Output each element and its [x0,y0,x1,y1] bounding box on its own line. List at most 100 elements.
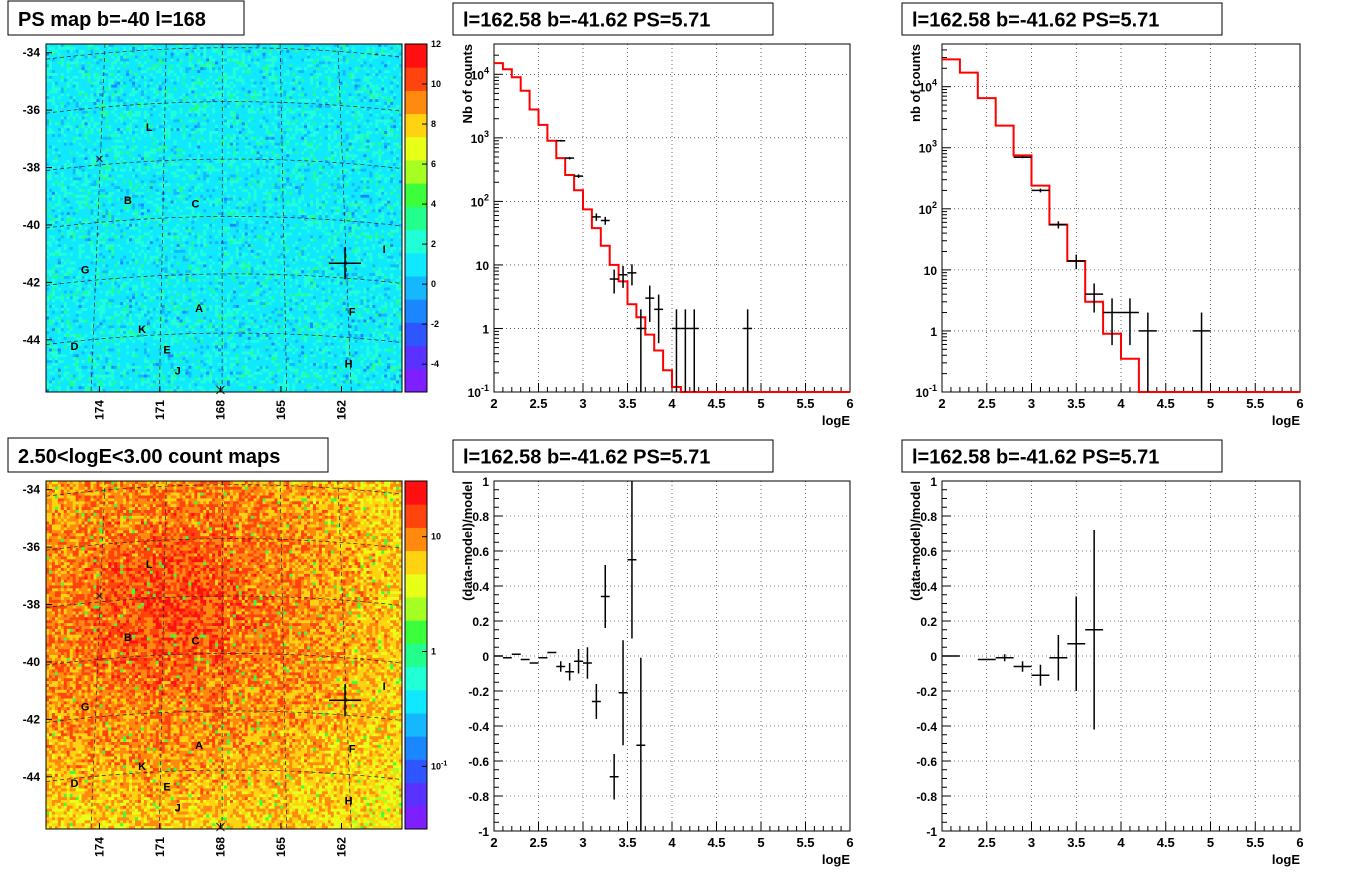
map-cell [114,302,118,306]
map-cell [84,186,88,190]
map-cell [143,328,148,332]
map-cell [105,345,109,349]
map-cell [96,61,100,65]
map-cell [87,342,91,346]
map-cell [146,162,151,167]
map-cell [63,255,68,259]
map-cell [164,183,169,187]
map-cell [96,122,100,126]
map-cell [111,313,115,317]
map-cell [105,258,109,262]
map-cell [72,276,77,280]
map-cell [129,81,133,85]
map-cell [69,136,74,141]
map-cell [114,186,118,190]
map-cell [48,67,53,71]
map-cell [155,46,160,51]
map-cell [140,61,145,65]
map-cell [57,183,62,187]
map-cell [66,220,71,225]
map-cell [108,93,112,97]
map-cell [69,273,74,277]
map-cell [120,131,124,135]
map-cell [60,44,65,48]
map-cell [99,247,103,251]
map-cell [66,160,71,164]
map-cell [132,238,136,242]
map-cell [108,154,112,158]
map-cell [129,119,133,123]
map-cell [75,64,80,68]
map-cell [117,70,121,74]
map-cell [123,232,127,236]
map-cell [149,133,154,138]
map-cell [129,316,133,320]
map-cell [155,148,160,152]
map-cell [123,116,127,120]
map-cell [158,186,163,190]
map-cell [51,52,56,56]
map-cell [161,70,166,74]
map-cell [99,223,103,228]
map-cell [143,191,148,196]
map-cell [108,267,112,271]
map-cell [158,377,163,381]
map-cell [93,78,97,83]
map-cell [123,183,127,187]
map-cell [167,102,171,106]
map-cell [69,360,74,364]
map-cell [46,122,50,126]
map-cell [69,368,74,373]
map-cell [152,157,157,161]
map-cell [117,119,121,123]
map-cell [90,363,94,367]
map-cell [96,365,100,370]
map-cell [78,189,82,193]
map-cell [72,93,77,97]
map-cell [140,87,145,91]
map-cell [66,386,71,390]
map-cell [46,302,50,306]
map-cell [102,307,106,312]
map-cell [57,139,62,143]
map-cell [99,389,103,393]
map-cell [46,52,50,56]
map-cell [158,209,163,213]
map-cell [84,49,88,54]
map-cell [102,284,106,288]
map-cell [63,191,68,196]
map-cell [114,383,118,387]
map-cell [161,296,166,300]
map-cell [137,87,142,91]
map-cell [87,116,91,120]
map-cell [81,206,85,210]
map-cell [158,249,163,254]
map-cell [69,64,74,68]
map-cell [152,189,157,193]
map-cell [149,174,154,178]
map-cell [146,232,151,236]
map-cell [69,287,74,291]
map-cell [81,389,85,393]
map-cell [46,87,50,91]
map-cell [129,58,133,62]
map-cell [48,226,53,230]
map-cell [60,249,65,254]
map-cell [46,328,50,332]
map-cell [126,299,130,303]
map-cell [87,284,91,288]
map-cell [117,107,121,112]
map-cell [132,267,136,271]
map-cell [155,174,160,178]
map-cell [140,386,145,390]
map-cell [51,371,56,375]
map-cell [60,215,65,219]
map-cell [161,73,166,77]
map-cell [102,212,106,216]
map-cell [46,75,50,80]
map-cell [132,64,136,68]
map-cell [140,264,145,268]
map-cell [146,104,151,109]
map-cell [143,313,148,317]
map-cell [152,249,157,254]
